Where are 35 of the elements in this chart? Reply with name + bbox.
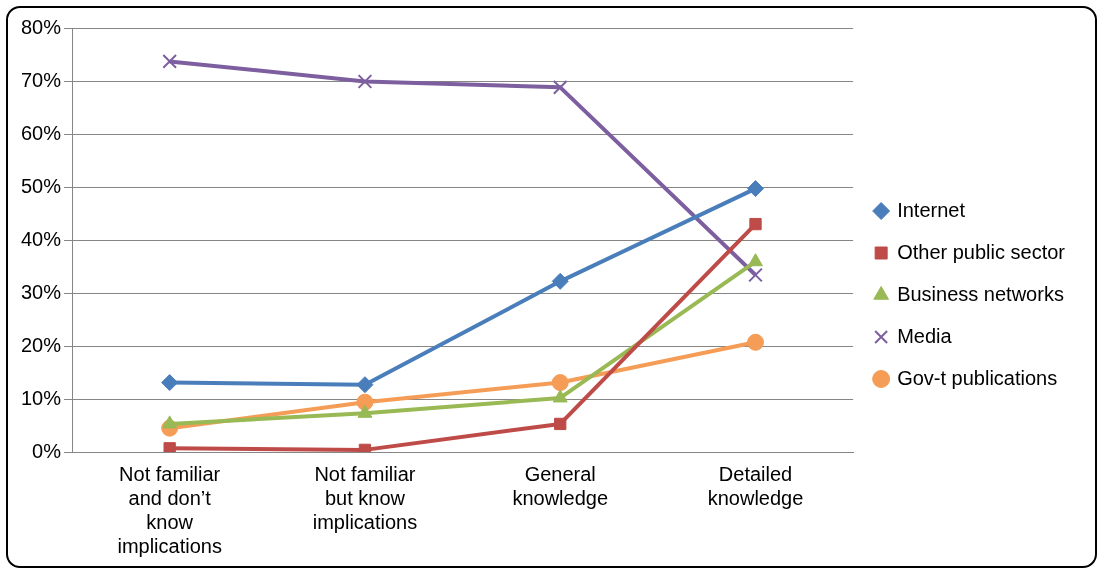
point	[357, 74, 373, 89]
legend-label: Business networks	[897, 282, 1064, 305]
y-tick-label: 20%	[21, 333, 62, 356]
x-tick-label: General knowledge	[512, 462, 609, 509]
y-tick-label: 30%	[21, 280, 62, 303]
x-tick-label: Not familiar but know implications	[312, 462, 418, 533]
point	[748, 253, 763, 267]
point	[747, 333, 765, 351]
y-tick-label: 0%	[32, 439, 62, 462]
point	[357, 404, 373, 418]
point	[356, 376, 374, 394]
point	[551, 272, 569, 290]
point	[551, 374, 569, 392]
y-tick-label: 60%	[21, 121, 62, 144]
legend-label: Media	[897, 324, 953, 347]
point	[749, 217, 762, 231]
point	[552, 389, 568, 403]
legend-label: Gov-t publications	[897, 366, 1058, 389]
point	[747, 180, 765, 198]
point	[748, 267, 763, 283]
y-tick-label: 50%	[21, 174, 62, 197]
point	[554, 417, 567, 431]
x-tick-label: Detailed knowledge	[707, 462, 804, 509]
y-tick-label: 10%	[21, 386, 62, 409]
point	[162, 54, 178, 69]
point	[161, 374, 179, 392]
legend-label: Other public sector	[897, 240, 1066, 263]
y-tick-label: 40%	[21, 227, 62, 250]
x-tick-label: Not familiar and don’t know implications	[117, 462, 222, 557]
y-tick-label: 70%	[21, 68, 62, 91]
point	[552, 80, 568, 95]
legend-label: Internet	[897, 198, 966, 221]
point	[163, 442, 176, 452]
point	[162, 415, 178, 429]
y-tick-label: 80%	[21, 15, 62, 38]
